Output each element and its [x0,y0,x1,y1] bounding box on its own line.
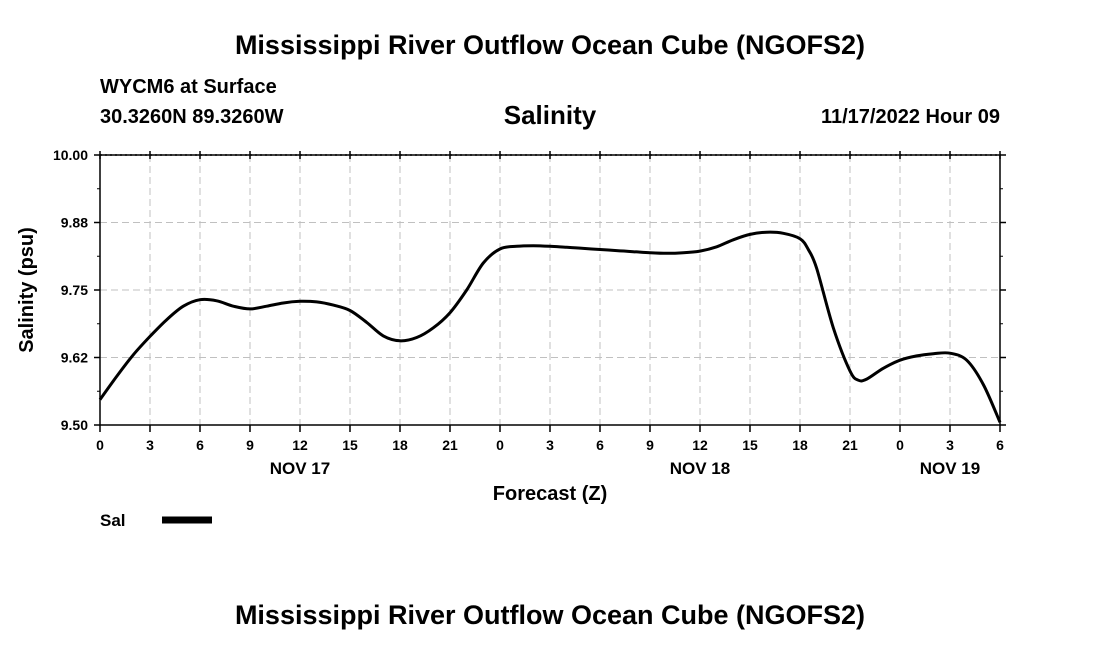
x-tick-label: 12 [292,437,308,453]
y-tick-label: 9.88 [61,215,88,231]
forecast-datetime: 11/17/2022 Hour 09 [820,106,1000,128]
main-title: Mississippi River Outflow Ocean Cube (NG… [234,30,866,60]
x-tick-label: 3 [146,437,154,453]
y-tick-label: 9.75 [61,282,88,298]
x-tick-label: 21 [442,437,458,453]
x-tick-label: 0 [96,437,104,453]
chart-title: Salinity [503,100,597,130]
legend-label-sal: Sal [100,511,126,530]
series-layer [98,230,1002,423]
x-tick-label: 6 [596,437,604,453]
x-axis-title: Forecast (Z) [493,483,607,505]
day-label: NOV 18 [670,459,730,478]
x-tick-label: 6 [996,437,1004,453]
y-tick-label: 10.00 [53,147,88,163]
plot-frame [99,154,1001,426]
x-tick-label: 9 [646,437,654,453]
station-coordinates: 30.3260N 89.3260W [100,106,284,128]
station-label: WYCM6 at Surface [100,76,277,98]
x-tick-label: 15 [742,437,758,453]
x-tick-label: 9 [246,437,254,453]
day-label: NOV 19 [920,459,980,478]
y-tick-label: 9.50 [61,417,88,433]
x-tick-label: 12 [692,437,708,453]
next-chart-title: Mississippi River Outflow Ocean Cube (NG… [234,600,866,630]
x-tick-label: 18 [792,437,808,453]
x-tick-label: 15 [342,437,358,453]
x-tick-label: 6 [196,437,204,453]
x-tick-labels: 0 3 6 9 12 15 18 21 0 3 6 9 12 15 18 21 0 3 6 [96,437,1004,453]
x-tick-label: 18 [392,437,408,453]
y-tick-labels: 9.50 9.62 9.75 9.88 10.00 [53,147,88,433]
x-tick-label: 21 [842,437,858,453]
y-tick-label: 9.62 [61,350,88,366]
x-tick-label: 3 [546,437,554,453]
y-axis-title: Salinity (psu) [16,227,38,353]
legend: Sal [100,511,212,530]
series-line-sal [98,230,1002,423]
grid-lines [100,154,1000,425]
x-tick-label: 0 [896,437,904,453]
x-tick-label: 3 [946,437,954,453]
day-labels: NOV 17 NOV 18 NOV 19 [270,459,980,478]
day-label: NOV 17 [270,459,330,478]
x-tick-label: 0 [496,437,504,453]
